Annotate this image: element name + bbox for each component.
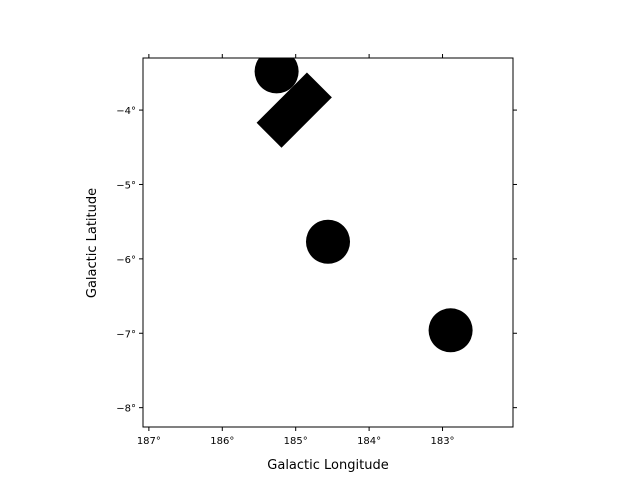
y-tick-label: −4° bbox=[116, 106, 136, 117]
x-axis-label: Galactic Longitude bbox=[267, 458, 388, 473]
x-tick-label: 186° bbox=[210, 436, 234, 447]
x-tick-label: 187° bbox=[137, 436, 161, 447]
mask-circle bbox=[428, 308, 473, 353]
y-tick-label: −7° bbox=[116, 329, 136, 340]
y-axis-label: Galactic Latitude bbox=[85, 188, 100, 298]
y-tick-label: −5° bbox=[116, 180, 136, 191]
x-tick-label: 184° bbox=[357, 436, 381, 447]
x-tick-label: 185° bbox=[284, 436, 308, 447]
y-tick-label: −6° bbox=[116, 255, 136, 266]
mask-circle bbox=[254, 58, 299, 94]
mask-rectangle bbox=[256, 72, 332, 148]
axes-frame bbox=[142, 57, 514, 428]
y-tick-label: −8° bbox=[116, 404, 136, 415]
plot-area bbox=[254, 58, 473, 353]
mask-circle bbox=[305, 219, 351, 264]
x-tick-label: 183° bbox=[430, 436, 454, 447]
